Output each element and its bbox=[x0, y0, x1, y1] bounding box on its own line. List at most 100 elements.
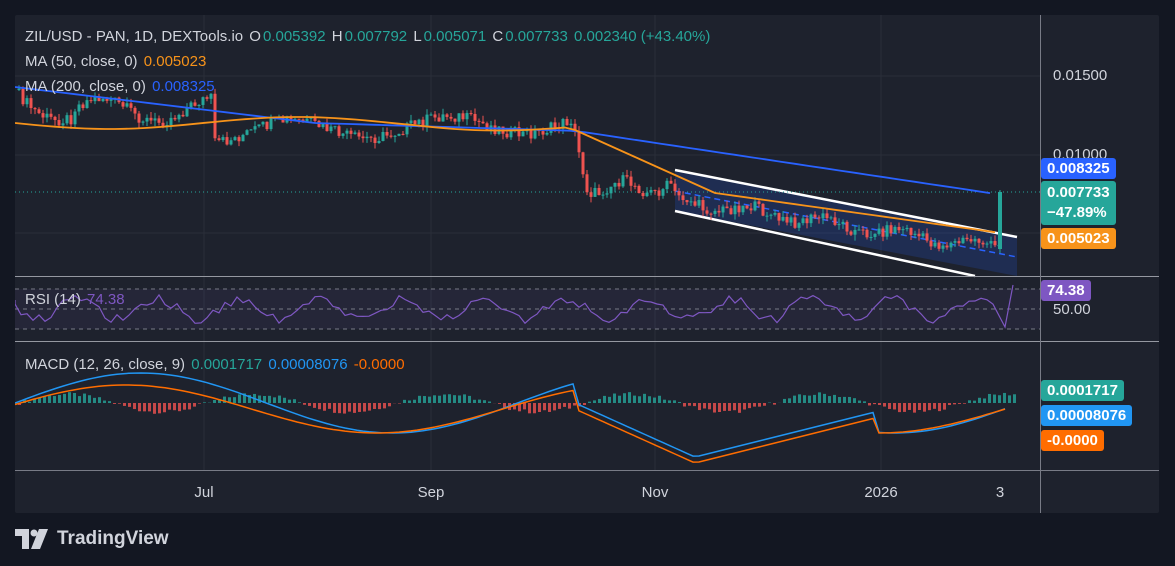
macd-hist-bar bbox=[383, 403, 386, 409]
candle-body bbox=[157, 118, 161, 123]
macd-hist-bar bbox=[28, 401, 31, 403]
candle-body bbox=[549, 122, 553, 133]
candle-body bbox=[565, 119, 569, 126]
high-label: H bbox=[331, 28, 343, 45]
macd-hist-bar bbox=[378, 403, 381, 410]
macd-hist-bar bbox=[48, 394, 51, 403]
candle-body bbox=[797, 223, 801, 228]
candle-body bbox=[637, 185, 641, 194]
macd-hist-bar bbox=[498, 403, 501, 404]
change-value: 0.002340 (+43.40%) bbox=[574, 28, 711, 45]
macd-hist-bar bbox=[463, 394, 466, 403]
macd-hist-bar bbox=[238, 394, 241, 403]
candle-body bbox=[753, 201, 757, 211]
tradingview-logo-icon bbox=[15, 529, 48, 549]
candle-body bbox=[825, 213, 829, 219]
ma200-legend[interactable]: MA (200, close, 0) 0.008325 bbox=[25, 78, 217, 95]
candle-body bbox=[365, 136, 369, 139]
candle-body bbox=[593, 187, 597, 197]
macd-hist-bar bbox=[1008, 395, 1011, 403]
candle-body bbox=[621, 175, 625, 187]
candle-body bbox=[209, 93, 213, 99]
candle-body bbox=[913, 233, 917, 235]
macd-hist-bar bbox=[803, 395, 806, 403]
macd-hist-bar bbox=[923, 403, 926, 412]
candle-body bbox=[905, 227, 909, 230]
candle-body bbox=[177, 114, 181, 120]
candle-body bbox=[229, 140, 233, 145]
macd-hist-bar bbox=[453, 395, 456, 403]
candle-body bbox=[109, 99, 113, 101]
macd-hist-bar bbox=[573, 403, 576, 406]
candle-body bbox=[249, 129, 253, 131]
macd-hist-bar bbox=[978, 397, 981, 403]
macd-hist-bar bbox=[818, 392, 821, 403]
candle-body bbox=[145, 117, 149, 122]
candle-body bbox=[189, 102, 193, 108]
macd-hist-bar bbox=[58, 394, 61, 403]
candle-body bbox=[313, 117, 317, 121]
macd-hist-bar bbox=[653, 397, 656, 403]
candle-body bbox=[373, 137, 377, 143]
macd-hist-bar bbox=[798, 394, 801, 403]
macd-legend[interactable]: MACD (12, 26, close, 9) 0.0001717 0.0000… bbox=[25, 356, 407, 373]
candle-body bbox=[981, 242, 985, 245]
time-axis-separator bbox=[15, 470, 1159, 471]
pane-separator-macd[interactable] bbox=[15, 341, 1159, 342]
candle-body bbox=[701, 200, 705, 211]
macd-hist-bar bbox=[678, 401, 681, 403]
macd-hist-bar bbox=[773, 403, 776, 405]
candle-body bbox=[665, 180, 669, 190]
candle-body bbox=[789, 217, 793, 223]
macd-hist-bar bbox=[408, 400, 411, 403]
channel-upper bbox=[674, 168, 1018, 239]
candle-body bbox=[865, 229, 869, 238]
macd-hist-bar bbox=[868, 403, 871, 406]
macd-hist-bar bbox=[688, 403, 691, 406]
macd-hist-bar bbox=[283, 397, 286, 403]
candle-body bbox=[661, 189, 665, 196]
close-price-tag: 0.007733 −47.89% bbox=[1041, 181, 1116, 225]
candle-body bbox=[917, 233, 921, 237]
close-value: 0.007733 bbox=[505, 28, 568, 45]
macd-hist-bar bbox=[583, 403, 586, 406]
macd-hist-bar bbox=[268, 395, 271, 403]
macd-hist-bar bbox=[763, 403, 766, 406]
candle-body bbox=[77, 104, 81, 112]
macd-hist-bar bbox=[443, 394, 446, 403]
macd-hist-bar bbox=[913, 403, 916, 413]
macd-hist-bar bbox=[903, 403, 906, 412]
tradingview-logo[interactable]: TradingView bbox=[15, 528, 169, 550]
macd-hist-bar bbox=[348, 403, 351, 412]
candle-body bbox=[949, 242, 953, 248]
candle-body bbox=[469, 113, 473, 115]
rsi-legend[interactable]: RSI (14) 74.38 bbox=[25, 291, 127, 308]
candle-body bbox=[689, 201, 693, 203]
candle-body bbox=[49, 113, 53, 117]
macd-hist-bar bbox=[148, 403, 151, 412]
macd-hist-bar bbox=[478, 399, 481, 403]
candle-body bbox=[573, 123, 577, 132]
candle-body bbox=[961, 237, 965, 244]
pane-separator-rsi[interactable] bbox=[15, 276, 1159, 277]
macd-hist-bar bbox=[433, 395, 436, 403]
candle-body bbox=[65, 115, 69, 124]
macd-hist-bar bbox=[713, 403, 716, 413]
macd-hist-bar bbox=[563, 403, 566, 407]
candle-body bbox=[597, 187, 601, 195]
candle-body bbox=[709, 213, 713, 215]
symbol-title[interactable]: ZIL/USD - PAN, 1D, DEXTools.io bbox=[25, 28, 244, 45]
candle-body bbox=[33, 108, 37, 110]
macd-hist-bar bbox=[988, 393, 991, 403]
macd-hist-bar bbox=[968, 400, 971, 403]
candle-body bbox=[97, 96, 101, 102]
chart-canvas[interactable] bbox=[15, 15, 1159, 513]
macd-hist-bar bbox=[338, 403, 341, 414]
candle-body bbox=[381, 132, 385, 141]
macd-hist-bar bbox=[293, 399, 296, 403]
ma50-legend[interactable]: MA (50, close, 0) 0.005023 bbox=[25, 53, 208, 70]
candle-body bbox=[225, 137, 229, 145]
macd-hist-bar bbox=[473, 399, 476, 403]
chart-frame[interactable]: ZIL/USD - PAN, 1D, DEXTools.io O 0.005392… bbox=[15, 15, 1159, 513]
candle-body bbox=[353, 132, 357, 134]
